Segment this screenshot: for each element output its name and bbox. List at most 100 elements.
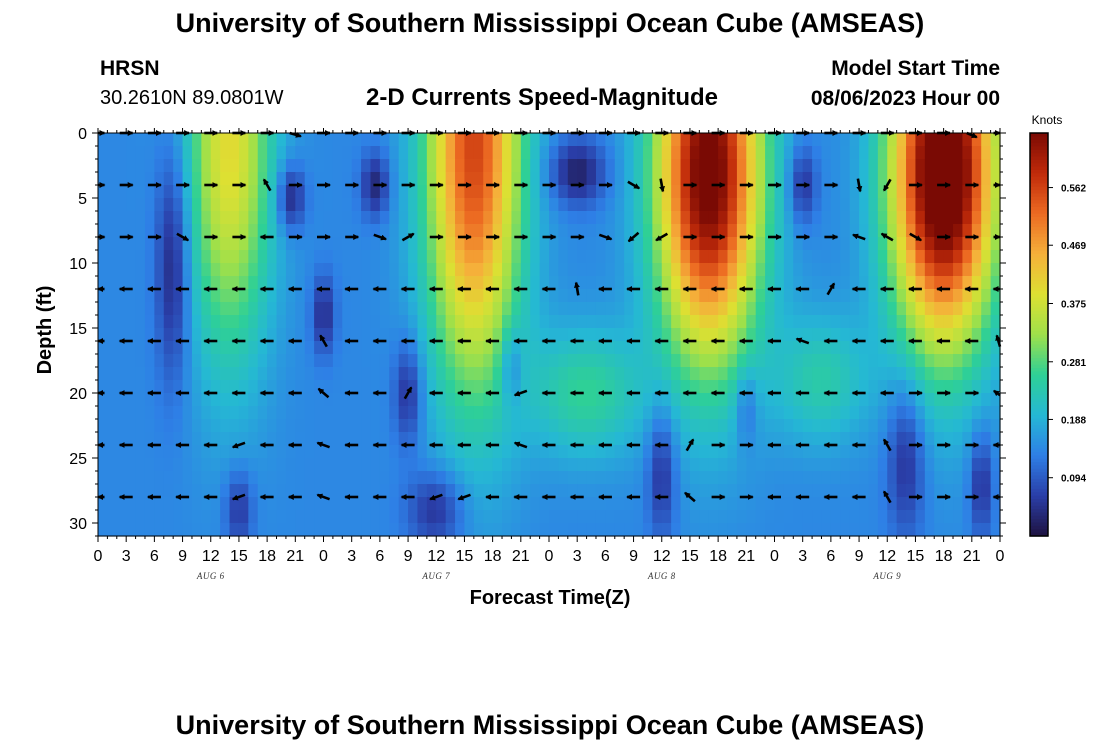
heatmap-cell — [520, 523, 531, 537]
heatmap-cell — [943, 302, 954, 316]
heatmap-cell — [680, 263, 691, 277]
heatmap-cell — [981, 341, 992, 355]
heatmap-cell — [464, 484, 475, 498]
heatmap-cell — [492, 341, 503, 355]
heatmap-cell — [821, 289, 832, 303]
heatmap-cell — [877, 471, 888, 485]
heatmap-cell — [783, 211, 794, 225]
heatmap-cell — [783, 315, 794, 329]
heatmap-cell — [633, 367, 644, 381]
heatmap-cell — [144, 367, 155, 381]
heatmap-cell — [577, 328, 588, 342]
heatmap-cell — [934, 393, 945, 407]
heatmap-cell — [511, 341, 522, 355]
heatmap-cell — [849, 523, 860, 537]
heatmap-cell — [736, 523, 747, 537]
heatmap-cell — [624, 510, 635, 524]
heatmap-cell — [539, 380, 550, 394]
heatmap-cell — [107, 510, 118, 524]
heatmap-cell — [314, 211, 325, 225]
heatmap-cell — [830, 211, 841, 225]
colorbar-segment — [1030, 327, 1048, 332]
heatmap-cell — [455, 445, 466, 459]
heatmap-cell — [736, 510, 747, 524]
heatmap-cell — [605, 380, 616, 394]
heatmap-cell — [483, 471, 494, 485]
current-arrow — [316, 441, 331, 449]
heatmap-cell — [107, 341, 118, 355]
heatmap-cell — [906, 263, 917, 277]
heatmap-cell — [173, 406, 184, 420]
heatmap-cell — [990, 250, 1001, 264]
heatmap-cell — [708, 419, 719, 433]
heatmap-cell — [990, 133, 1001, 147]
heatmap-cell — [981, 263, 992, 277]
heatmap-cell — [248, 445, 259, 459]
heatmap-cell — [332, 224, 343, 238]
heatmap-cell — [135, 510, 146, 524]
heatmap-cell — [953, 172, 964, 186]
heatmap-cell — [408, 276, 419, 290]
heatmap-cell — [332, 237, 343, 251]
heatmap-cell — [812, 406, 823, 420]
heatmap-cell — [802, 458, 813, 472]
heatmap-cell — [595, 406, 606, 420]
colorbar-segment — [1030, 304, 1048, 309]
heatmap-cell — [483, 458, 494, 472]
heatmap-cell — [981, 211, 992, 225]
heatmap-cell — [210, 263, 221, 277]
heatmap-cell — [154, 159, 165, 173]
heatmap-cell — [642, 133, 653, 147]
heatmap-cell — [821, 393, 832, 407]
heatmap-cell — [736, 354, 747, 368]
heatmap-cell — [445, 367, 456, 381]
heatmap-cell — [680, 224, 691, 238]
heatmap-cell — [680, 315, 691, 329]
heatmap-cell — [708, 445, 719, 459]
heatmap-cell — [389, 393, 400, 407]
heatmap-cell — [849, 146, 860, 160]
heatmap-cell — [173, 237, 184, 251]
heatmap-cell — [379, 445, 390, 459]
heatmap-cell — [943, 224, 954, 238]
heatmap-cell — [191, 380, 202, 394]
heatmap-cell — [577, 354, 588, 368]
heatmap-cell — [981, 497, 992, 511]
heatmap-cell — [473, 159, 484, 173]
heatmap-cell — [746, 276, 757, 290]
heatmap-cell — [605, 406, 616, 420]
heatmap-cell — [426, 159, 437, 173]
heatmap-cell — [558, 172, 569, 186]
heatmap-cell — [436, 159, 447, 173]
x-tick-label: 15 — [907, 548, 925, 565]
heatmap-cell — [624, 159, 635, 173]
heatmap-cell — [285, 367, 296, 381]
heatmap-cell — [361, 367, 372, 381]
heatmap-cell — [802, 523, 813, 537]
heatmap-cell — [586, 367, 597, 381]
heatmap-cell — [361, 237, 372, 251]
heatmap-cell — [558, 302, 569, 316]
heatmap-cell — [783, 367, 794, 381]
heatmap-cell — [962, 406, 973, 420]
heatmap-cell — [464, 237, 475, 251]
heatmap-cell — [116, 328, 127, 342]
heatmap-cell — [680, 458, 691, 472]
heatmap-cell — [154, 432, 165, 446]
heatmap-cell — [238, 354, 249, 368]
heatmap-cell — [191, 471, 202, 485]
heatmap-cell — [699, 341, 710, 355]
heatmap-cell — [708, 159, 719, 173]
heatmap-cell — [595, 510, 606, 524]
heatmap-cell — [295, 276, 306, 290]
heatmap-cell — [276, 133, 287, 147]
heatmap-cell — [821, 354, 832, 368]
x-tick-label: 9 — [855, 548, 864, 565]
heatmap-cell — [802, 380, 813, 394]
heatmap-cell — [727, 146, 738, 160]
colorbar-segment — [1030, 478, 1048, 483]
heatmap-cell — [642, 341, 653, 355]
heatmap-cell — [445, 354, 456, 368]
heatmap-cell — [483, 445, 494, 459]
heatmap-cell — [906, 289, 917, 303]
